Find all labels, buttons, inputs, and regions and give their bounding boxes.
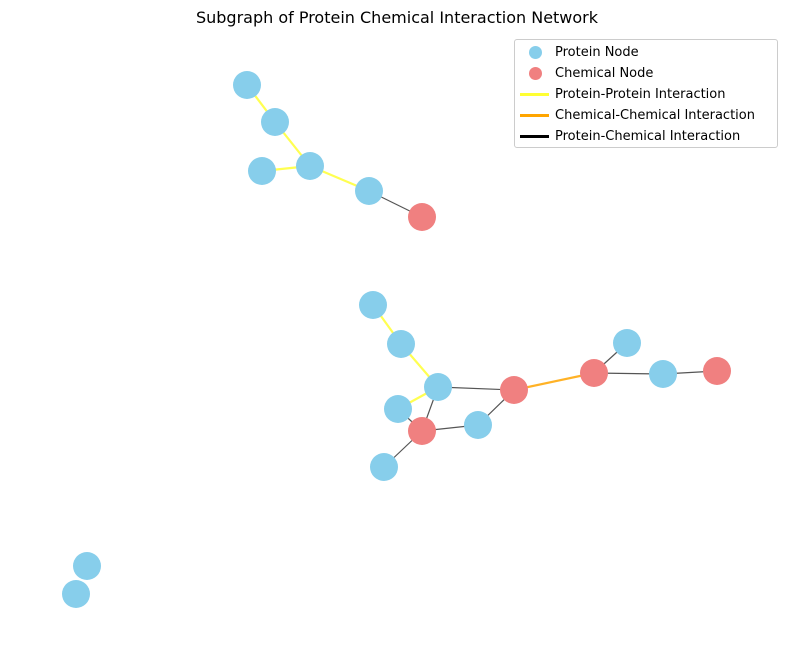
legend-label: Protein Node <box>555 45 639 60</box>
legend-item-chemical-node: Chemical Node <box>515 63 653 84</box>
chart-title: Subgraph of Protein Chemical Interaction… <box>195 8 599 27</box>
legend-item-protein-chemical-interaction: Protein-Chemical Interaction <box>515 126 740 147</box>
legend-dot-icon <box>529 46 542 59</box>
protein-node-p5[interactable] <box>355 177 383 205</box>
protein-node-p7[interactable] <box>387 330 415 358</box>
protein-node-p3[interactable] <box>248 157 276 185</box>
protein-node-p15[interactable] <box>62 580 90 608</box>
legend-label: Chemical-Chemical Interaction <box>555 108 755 123</box>
legend-marker <box>515 63 555 84</box>
legend-item-protein-protein-interaction: Protein-Protein Interaction <box>515 84 726 105</box>
legend-dot-icon <box>529 67 542 80</box>
protein-node-p12[interactable] <box>613 329 641 357</box>
protein-node-p9[interactable] <box>384 395 412 423</box>
legend: Protein Node Chemical Node Protein-Protein… <box>514 39 778 148</box>
legend-item-chemical-chemical-interaction: Chemical-Chemical Interaction <box>515 105 755 126</box>
protein-node-p14[interactable] <box>73 552 101 580</box>
legend-line-icon <box>520 93 549 96</box>
node-layer <box>62 71 731 608</box>
legend-marker <box>515 105 555 126</box>
protein-node-p13[interactable] <box>649 360 677 388</box>
protein-node-p1[interactable] <box>233 71 261 99</box>
legend-label: Chemical Node <box>555 66 654 81</box>
chemical-node-c4[interactable] <box>580 359 608 387</box>
protein-node-p4[interactable] <box>296 152 324 180</box>
legend-label: Protein-Protein Interaction <box>555 87 726 102</box>
legend-item-protein-node: Protein Node <box>515 42 639 63</box>
legend-marker <box>515 84 555 105</box>
chemical-node-c2[interactable] <box>408 417 436 445</box>
protein-node-p2[interactable] <box>261 108 289 136</box>
legend-label: Protein-Chemical Interaction <box>555 129 741 144</box>
legend-marker <box>515 126 555 147</box>
protein-node-p8[interactable] <box>424 373 452 401</box>
protein-node-p11[interactable] <box>464 411 492 439</box>
protein-node-p10[interactable] <box>370 453 398 481</box>
chemical-node-c5[interactable] <box>703 357 731 385</box>
chemical-node-c3[interactable] <box>500 376 528 404</box>
protein-node-p6[interactable] <box>359 291 387 319</box>
legend-line-icon <box>520 135 549 138</box>
legend-marker <box>515 42 555 63</box>
chemical-node-c1[interactable] <box>408 203 436 231</box>
legend-line-icon <box>520 114 549 117</box>
